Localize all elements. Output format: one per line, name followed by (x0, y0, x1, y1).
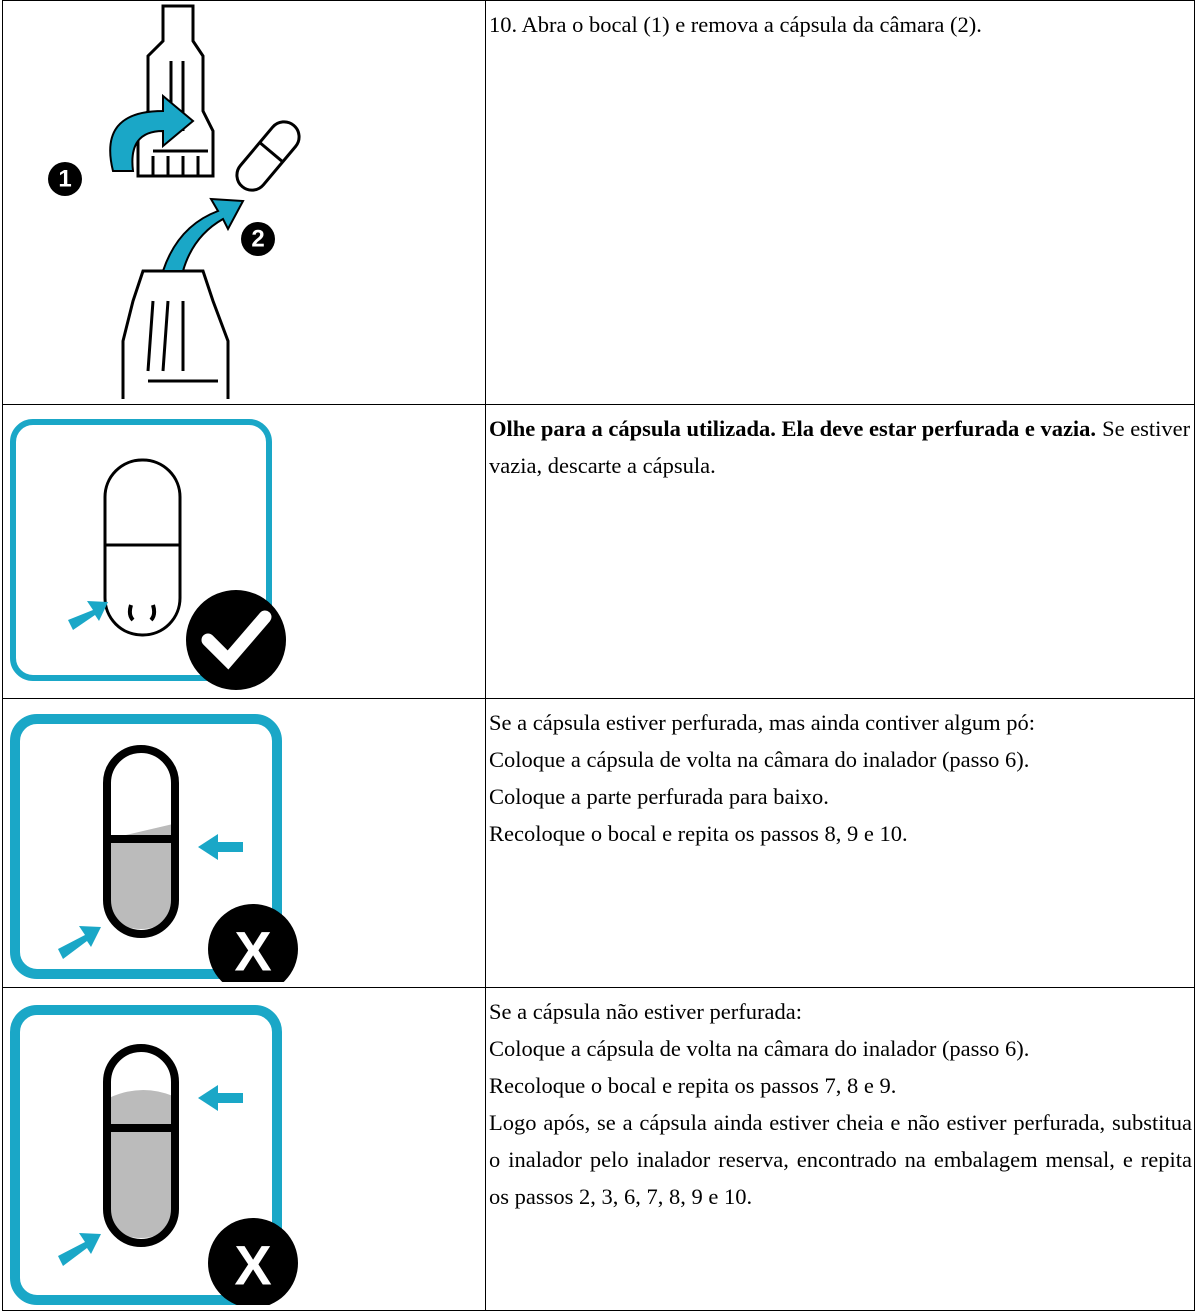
bold-text: Olhe para a cápsula utilizada. Ela deve … (489, 416, 1097, 441)
paragraph: Recoloque o bocal e repita os passos 8, … (489, 821, 908, 846)
badge (48, 162, 82, 196)
paragraph: Coloque a parte perfurada para baixo. (489, 784, 829, 809)
illustration: 1 2 (48, 4, 301, 399)
row: Olhe para a cápsula utilizada. Ela deve … (2, 404, 1195, 699)
badge (241, 222, 275, 256)
paragraph: Se a cápsula estiver perfurada, mas aind… (489, 710, 1036, 735)
figure-label: 1 (58, 166, 71, 193)
text-cell: Olhe para a cápsula utilizada. Ela deve … (485, 404, 1195, 699)
figure-label: X (234, 920, 271, 983)
figure-label: X (234, 1234, 271, 1297)
illustration: X (10, 1005, 298, 1308)
illustration: X (10, 714, 298, 994)
paragraph: Coloque a cápsula de volta na câmara do … (489, 747, 1030, 772)
figure-cell: X (2, 698, 486, 994)
paragraph: Recoloque o bocal e repita os passos 7, … (489, 1073, 897, 1098)
paragraph: Se a cápsula não estiver perfurada: (489, 999, 802, 1024)
row: X Se a cápsula estiver perfurada, mas ai… (2, 698, 1195, 994)
text-cell: Se a cápsula não estiver perfurada: Colo… (485, 987, 1195, 1311)
row: X Se a cápsula não estiver perfurada: Co… (2, 987, 1195, 1311)
figure-cell (2, 404, 486, 699)
text-cell: Se a cápsula estiver perfurada, mas aind… (485, 698, 1195, 988)
figure-cell: X (2, 987, 486, 1311)
illustration (10, 419, 286, 690)
row: 1 2 10. Abra o bocal (1) e remova a cáps… (2, 0, 1195, 405)
text: Se estiver vazia, descarte a cápsula. (489, 416, 1191, 478)
paragraph: Olhe para a cápsula utilizada. Ela deve … (489, 410, 1194, 484)
paragraph: 10. Abra o bocal (1) e remova a cápsula … (489, 12, 982, 37)
paragraph: Coloque a cápsula de volta na câmara do … (489, 1036, 1030, 1061)
figure-cell: 1 2 (2, 0, 486, 405)
figure-label: 2 (251, 226, 264, 253)
text-cell: 10. Abra o bocal (1) e remova a cápsula … (485, 0, 1195, 405)
paragraph: Logo após, se a cápsula ainda estiver ch… (489, 1110, 1192, 1209)
